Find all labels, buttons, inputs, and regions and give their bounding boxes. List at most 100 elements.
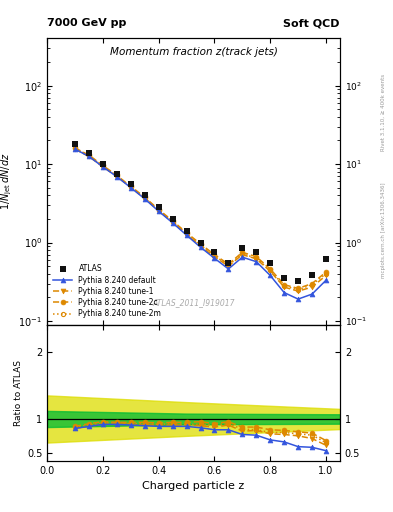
Pythia 8.240 tune-2c <box>184 230 189 236</box>
Pythia 8.240 tune-2c <box>101 162 105 168</box>
ATLAS <box>282 275 286 282</box>
ATLAS <box>240 245 245 251</box>
Text: mcplots.cern.ch [arXiv:1306.3436]: mcplots.cern.ch [arXiv:1306.3436] <box>381 183 386 278</box>
Pythia 8.240 tune-2m <box>296 287 301 293</box>
ATLAS <box>129 181 133 187</box>
Pythia 8.240 tune-2c <box>114 173 119 179</box>
Y-axis label: Ratio to ATLAS: Ratio to ATLAS <box>14 359 23 425</box>
Pythia 8.240 tune-2c <box>310 281 314 287</box>
ATLAS <box>268 260 273 266</box>
Pythia 8.240 default <box>212 255 217 261</box>
Pythia 8.240 tune-2m <box>268 267 273 273</box>
Pythia 8.240 tune-1 <box>240 251 245 258</box>
Pythia 8.240 tune-2m <box>73 145 77 152</box>
ATLAS <box>142 192 147 198</box>
Pythia 8.240 tune-2m <box>240 251 245 257</box>
Pythia 8.240 tune-2m <box>184 231 189 237</box>
Pythia 8.240 default <box>310 291 314 297</box>
Text: 7000 GeV pp: 7000 GeV pp <box>47 18 127 28</box>
Pythia 8.240 tune-1 <box>198 243 203 249</box>
ATLAS <box>73 141 77 147</box>
ATLAS <box>184 228 189 234</box>
Pythia 8.240 tune-1 <box>156 207 161 214</box>
Pythia 8.240 default <box>156 208 161 215</box>
ATLAS <box>310 272 314 279</box>
Pythia 8.240 tune-1 <box>282 284 286 290</box>
Pythia 8.240 default <box>184 232 189 238</box>
Pythia 8.240 tune-2m <box>156 207 161 214</box>
Line: Pythia 8.240 tune-2c: Pythia 8.240 tune-2c <box>73 145 329 291</box>
Pythia 8.240 tune-2m <box>282 283 286 289</box>
Pythia 8.240 tune-1 <box>268 268 273 274</box>
Text: ATLAS_2011_I919017: ATLAS_2011_I919017 <box>152 298 235 307</box>
Line: Pythia 8.240 tune-2m: Pythia 8.240 tune-2m <box>73 146 328 292</box>
Pythia 8.240 tune-1 <box>170 219 175 225</box>
Pythia 8.240 tune-2c <box>268 266 273 272</box>
Legend: ATLAS, Pythia 8.240 default, Pythia 8.240 tune-1, Pythia 8.240 tune-2c, Pythia 8: ATLAS, Pythia 8.240 default, Pythia 8.24… <box>51 262 163 321</box>
Pythia 8.240 tune-1 <box>296 288 301 294</box>
Y-axis label: $1/N_\mathrm{jet}\,dN/dz$: $1/N_\mathrm{jet}\,dN/dz$ <box>0 153 14 210</box>
Pythia 8.240 default <box>114 174 119 180</box>
Pythia 8.240 default <box>170 220 175 226</box>
Pythia 8.240 tune-1 <box>73 146 77 152</box>
Pythia 8.240 default <box>129 185 133 191</box>
Pythia 8.240 tune-2c <box>142 194 147 200</box>
Pythia 8.240 default <box>198 244 203 250</box>
Pythia 8.240 tune-1 <box>142 196 147 202</box>
ATLAS <box>114 171 119 177</box>
Pythia 8.240 tune-2c <box>296 285 301 291</box>
Pythia 8.240 tune-2c <box>254 253 259 260</box>
Pythia 8.240 default <box>324 277 329 283</box>
ATLAS <box>254 249 259 255</box>
Pythia 8.240 tune-2m <box>170 219 175 225</box>
Text: Momentum fraction z(track jets): Momentum fraction z(track jets) <box>110 47 277 57</box>
Pythia 8.240 default <box>282 289 286 295</box>
Pythia 8.240 tune-2m <box>129 184 133 190</box>
ATLAS <box>170 216 175 222</box>
ATLAS <box>156 204 161 210</box>
ATLAS <box>296 278 301 284</box>
Text: Rivet 3.1.10, ≥ 400k events: Rivet 3.1.10, ≥ 400k events <box>381 74 386 151</box>
Pythia 8.240 tune-1 <box>324 272 329 279</box>
Pythia 8.240 default <box>254 259 259 265</box>
Line: ATLAS: ATLAS <box>72 141 329 285</box>
Pythia 8.240 tune-2m <box>310 282 314 288</box>
Pythia 8.240 default <box>226 266 231 272</box>
Pythia 8.240 tune-1 <box>184 231 189 238</box>
X-axis label: Charged particle z: Charged particle z <box>142 481 245 491</box>
Line: Pythia 8.240 tune-1: Pythia 8.240 tune-1 <box>73 147 329 293</box>
Pythia 8.240 tune-2c <box>226 261 231 267</box>
Pythia 8.240 tune-1 <box>114 174 119 180</box>
Line: Pythia 8.240 default: Pythia 8.240 default <box>73 147 329 302</box>
Pythia 8.240 tune-2c <box>156 206 161 212</box>
Pythia 8.240 tune-1 <box>226 263 231 269</box>
ATLAS <box>226 260 231 266</box>
Pythia 8.240 tune-2c <box>129 183 133 189</box>
Pythia 8.240 default <box>296 296 301 302</box>
ATLAS <box>198 240 203 246</box>
Pythia 8.240 default <box>142 196 147 202</box>
Pythia 8.240 tune-1 <box>212 253 217 260</box>
Pythia 8.240 default <box>73 146 77 152</box>
Pythia 8.240 tune-1 <box>129 184 133 190</box>
Pythia 8.240 tune-2c <box>73 145 77 151</box>
Text: Soft QCD: Soft QCD <box>283 18 340 28</box>
Pythia 8.240 tune-2c <box>240 249 245 255</box>
Pythia 8.240 default <box>101 164 105 170</box>
Pythia 8.240 tune-2c <box>324 269 329 275</box>
Pythia 8.240 tune-2m <box>114 173 119 179</box>
Pythia 8.240 tune-1 <box>101 164 105 170</box>
Pythia 8.240 default <box>86 154 91 160</box>
Pythia 8.240 tune-2m <box>254 255 259 261</box>
Pythia 8.240 tune-2c <box>170 218 175 224</box>
ATLAS <box>86 150 91 156</box>
ATLAS <box>212 249 217 255</box>
Pythia 8.240 default <box>240 254 245 260</box>
Pythia 8.240 default <box>268 272 273 279</box>
Pythia 8.240 tune-2c <box>86 152 91 158</box>
Pythia 8.240 tune-2m <box>212 252 217 259</box>
Pythia 8.240 tune-2c <box>212 251 217 258</box>
Pythia 8.240 tune-2c <box>282 282 286 288</box>
Pythia 8.240 tune-2m <box>142 195 147 201</box>
Pythia 8.240 tune-1 <box>86 154 91 160</box>
